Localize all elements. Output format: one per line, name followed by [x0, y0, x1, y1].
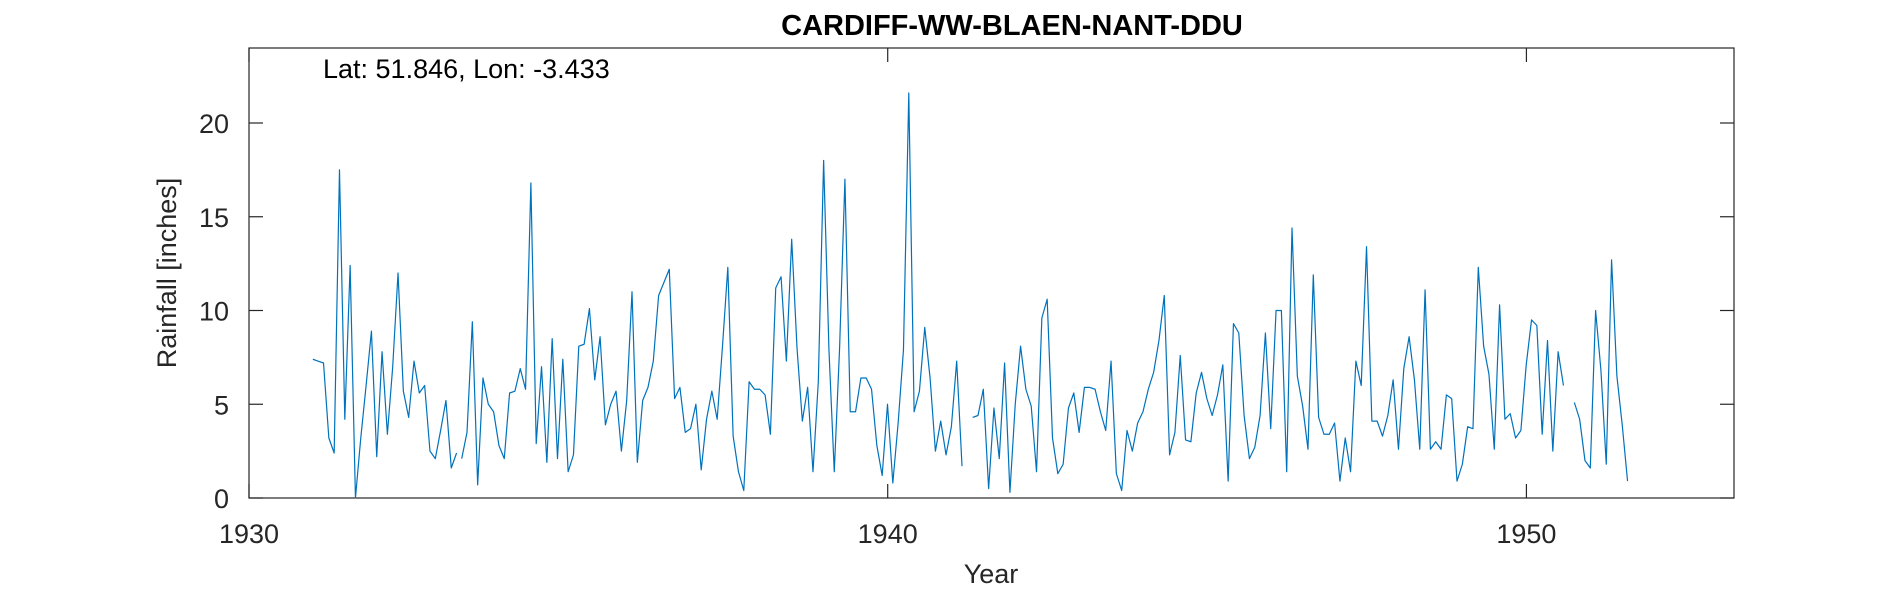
y-tick-label: 0: [214, 484, 229, 514]
y-tick-label: 15: [199, 203, 229, 233]
y-tick-label: 10: [199, 297, 229, 327]
plot-frame: [248, 47, 1735, 499]
y-axis-ticks: 0 5 10 15 20: [199, 109, 1734, 514]
axes: 1930 1940 1950 0 5 10 15 20: [199, 47, 1735, 549]
rainfall-line-segment: [312, 169, 458, 499]
location-annotation: Lat: 51.846, Lon: -3.433: [323, 54, 610, 84]
rainfall-series: [312, 92, 1629, 499]
y-tick-label: 5: [214, 390, 229, 420]
x-axis-label: Year: [964, 559, 1019, 589]
x-axis-ticks: 1930 1940 1950: [219, 48, 1556, 549]
y-tick-label: 20: [199, 109, 229, 139]
x-tick-label: 1930: [219, 519, 279, 549]
rainfall-line-segment: [1573, 259, 1629, 482]
x-tick-label: 1940: [858, 519, 918, 549]
x-tick-label: 1950: [1496, 519, 1556, 549]
chart-title: CARDIFF-WW-BLAEN-NANT-DDU: [781, 10, 1243, 42]
rainfall-line-segment: [972, 227, 1565, 493]
rainfall-line-segment: [461, 92, 963, 492]
y-axis-label: Rainfall [inches]: [152, 178, 182, 369]
